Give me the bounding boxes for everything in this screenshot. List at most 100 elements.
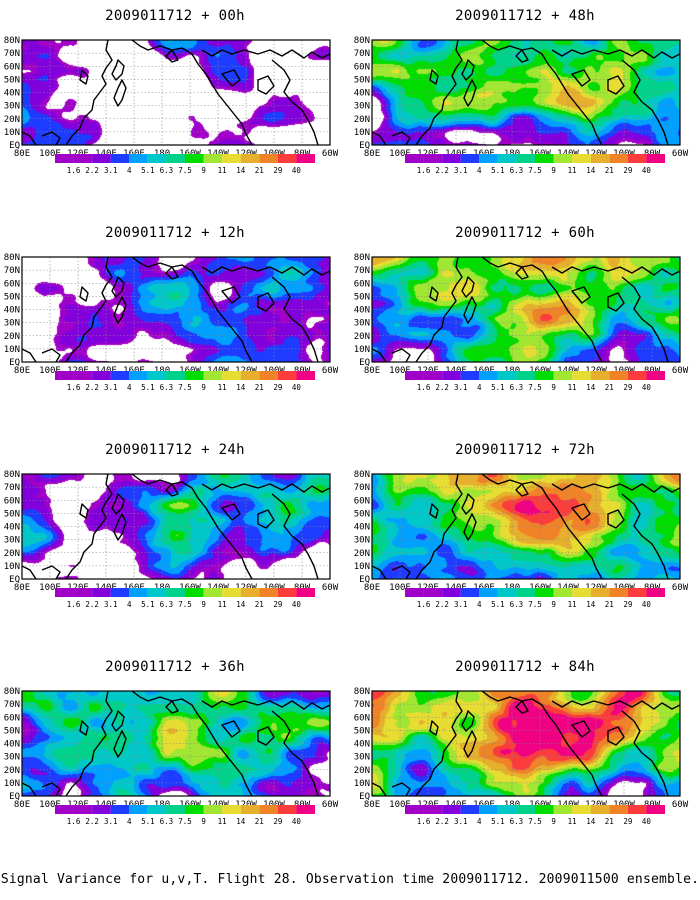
coastlines bbox=[22, 691, 330, 796]
map-plot: 80N70N60N50N40N30N20N10NEQ80E100E120E140… bbox=[4, 470, 339, 593]
panel-title: 2009011712 + 24h bbox=[105, 442, 245, 458]
colorbar-swatch bbox=[497, 805, 517, 814]
lon-tick-label: 100E bbox=[39, 366, 61, 376]
coastlines bbox=[372, 474, 680, 579]
colorbar-swatch bbox=[516, 371, 535, 380]
colorbar-label: 14 bbox=[586, 166, 596, 175]
colorbar-swatch bbox=[479, 371, 498, 380]
colorbar-swatch bbox=[110, 154, 130, 163]
lon-tick-label: 100E bbox=[389, 583, 411, 593]
map-panel: 2009011712 + 00h 80N 70N 60N 50N 40N 30N 20N 10N… bbox=[0, 0, 350, 222]
colorbar-label: 5.1 bbox=[141, 383, 155, 392]
lat-tick-label: 40N bbox=[354, 89, 370, 99]
lat-tick-label: 50N bbox=[354, 292, 370, 302]
colorbar-swatch bbox=[590, 588, 610, 597]
colorbar-swatch bbox=[222, 805, 241, 814]
colorbar-swatch bbox=[185, 805, 204, 814]
colorbar-label: 21 bbox=[605, 383, 614, 392]
colorbar-label: 7.5 bbox=[178, 166, 192, 175]
lat-tick-label: 10N bbox=[4, 128, 20, 138]
colorbar-swatch bbox=[572, 805, 591, 814]
map-frame bbox=[371, 256, 681, 363]
colorbar-label: 4 bbox=[477, 600, 482, 609]
lat-tick-label: EQ bbox=[9, 358, 20, 368]
colorbar-swatch bbox=[535, 588, 554, 597]
colorbar-swatch bbox=[110, 805, 130, 814]
colorbar-swatch bbox=[535, 371, 554, 380]
colorbar-label: 6.3 bbox=[160, 383, 174, 392]
map-plot: 80N70N60N50N40N30N20N10NEQ80E100E120E140… bbox=[4, 253, 339, 376]
colorbar-swatch bbox=[627, 805, 647, 814]
panel-title: 2009011712 + 72h bbox=[455, 442, 595, 458]
colorbar-label: 7.5 bbox=[528, 166, 542, 175]
lon-tick-label: 100E bbox=[389, 800, 411, 810]
colorbar-swatch bbox=[553, 371, 573, 380]
colorbar-label: 2.2 bbox=[85, 166, 99, 175]
colorbar-swatch bbox=[259, 154, 278, 163]
colorbar-label: 6.3 bbox=[510, 166, 524, 175]
colorbar-label: 21 bbox=[605, 600, 614, 609]
colorbar-swatch bbox=[460, 371, 480, 380]
colorbar-label: 6.3 bbox=[160, 600, 174, 609]
gridlines bbox=[22, 691, 330, 796]
colorbar-label: 21 bbox=[255, 166, 264, 175]
lat-tick-label: 70N bbox=[354, 483, 370, 493]
lat-tick-label: 20N bbox=[4, 549, 20, 559]
lat-tick-label: 40N bbox=[4, 89, 20, 99]
colorbar-swatch bbox=[479, 154, 498, 163]
colorbar-swatch bbox=[442, 154, 461, 163]
colorbar-swatch bbox=[92, 805, 111, 814]
lat-tick-label: 80N bbox=[4, 253, 20, 263]
colorbar-label: 5.1 bbox=[491, 383, 505, 392]
colorbar-swatch bbox=[479, 805, 498, 814]
colorbar-swatch bbox=[442, 805, 461, 814]
lat-tick-label: 50N bbox=[354, 509, 370, 519]
colorbar-label: 5.1 bbox=[141, 817, 155, 826]
lat-tick-label: 30N bbox=[354, 319, 370, 329]
map-plot: 80N70N60N50N40N30N20N10NEQ80E100E120E140… bbox=[4, 36, 339, 159]
map-panel: 2009011712 + 48h 80N 70N 60N 50N 40N 30N 20N 10N… bbox=[350, 0, 700, 222]
gridlines bbox=[372, 474, 680, 579]
colorbar-label: 29 bbox=[623, 383, 632, 392]
lat-tick-label: 60N bbox=[354, 279, 370, 289]
lon-tick-label: 80E bbox=[14, 800, 30, 810]
lon-tick-label: 80E bbox=[14, 366, 30, 376]
lat-tick-label: 30N bbox=[4, 319, 20, 329]
colorbar-swatch bbox=[553, 588, 573, 597]
colorbar-label: 14 bbox=[586, 817, 596, 826]
colorbar-swatch bbox=[240, 805, 260, 814]
colorbar-swatch bbox=[627, 154, 647, 163]
colorbar-label: 40 bbox=[642, 166, 652, 175]
lat-tick-label: 70N bbox=[4, 49, 20, 59]
colorbar-swatch bbox=[423, 154, 443, 163]
lat-tick-label: 70N bbox=[354, 49, 370, 59]
lat-tick-label: 30N bbox=[4, 102, 20, 112]
map-plot: 80N70N60N50N40N30N20N10NEQ80E100E120E140… bbox=[354, 36, 689, 159]
colorbar-label: 5.1 bbox=[141, 166, 155, 175]
colorbar: 1.6 2.2 3.1 4 5.1 6.3 7.5 9 11 14 21 29 40 bbox=[55, 588, 315, 609]
colorbar-swatch bbox=[442, 371, 461, 380]
colorbar-label: 1.6 bbox=[417, 383, 431, 392]
colorbar-label: 14 bbox=[236, 600, 246, 609]
colorbar-label: 40 bbox=[642, 817, 652, 826]
colorbar-label: 29 bbox=[273, 383, 282, 392]
lat-tick-label: 50N bbox=[354, 75, 370, 85]
colorbar-swatch bbox=[259, 371, 278, 380]
map-panel: 2009011712 + 60h 80N 70N 60N 50N 40N 30N 20N 10N… bbox=[350, 217, 700, 439]
panel-title: 2009011712 + 00h bbox=[105, 8, 245, 24]
colorbar-swatch bbox=[185, 588, 204, 597]
colorbar-swatch bbox=[92, 588, 111, 597]
colorbar-swatch bbox=[73, 154, 93, 163]
colorbar-swatch bbox=[110, 588, 130, 597]
lat-tick-label: 30N bbox=[354, 753, 370, 763]
colorbar-swatch bbox=[646, 805, 665, 814]
colorbar-label: 9 bbox=[551, 383, 556, 392]
colorbar-swatch bbox=[147, 371, 167, 380]
colorbar-swatch bbox=[203, 805, 223, 814]
colorbar-swatch bbox=[553, 805, 573, 814]
colorbar-label: 40 bbox=[292, 600, 302, 609]
lat-tick-label: 60N bbox=[354, 496, 370, 506]
lat-tick-label: 20N bbox=[4, 766, 20, 776]
colorbar-swatch bbox=[92, 371, 111, 380]
colorbar-label: 1.6 bbox=[67, 383, 81, 392]
